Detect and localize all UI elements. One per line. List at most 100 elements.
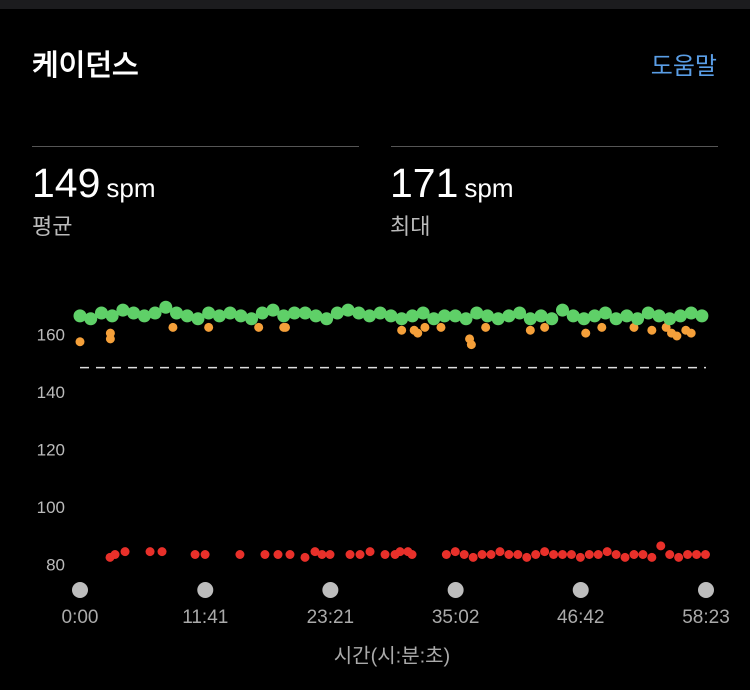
x-tick-label: 11:41 [182, 607, 228, 628]
data-point [620, 309, 634, 323]
data-point [373, 306, 387, 320]
data-point [588, 309, 602, 323]
data-point [695, 309, 709, 323]
data-point [611, 550, 621, 559]
data-point [341, 303, 355, 317]
data-point [522, 552, 532, 562]
help-link[interactable]: 도움말 [650, 53, 717, 80]
data-point [638, 550, 648, 559]
data-point [672, 331, 682, 341]
data-point [73, 309, 87, 323]
data-point [598, 306, 612, 320]
data-point [502, 309, 516, 323]
title: 케이던스 [32, 50, 139, 82]
data-point [300, 552, 310, 562]
data-point [235, 550, 245, 559]
data-point [255, 306, 269, 320]
data-point [584, 550, 594, 559]
data-point [204, 322, 214, 332]
data-point [647, 325, 657, 335]
data-point [148, 306, 162, 320]
data-point [191, 312, 205, 326]
data-point [116, 303, 130, 317]
data-point [470, 306, 484, 320]
data-point [480, 309, 494, 323]
data-point [200, 550, 210, 559]
data-point [168, 322, 178, 332]
data-point [94, 306, 108, 320]
data-point [84, 312, 98, 326]
data-point [665, 550, 675, 559]
data-point [620, 552, 630, 562]
data-point [281, 322, 291, 332]
data-point [407, 550, 417, 559]
data-point [531, 550, 541, 559]
data-point [427, 312, 441, 326]
data-point [436, 322, 446, 332]
data-point [234, 309, 248, 323]
stat-unit: spm [464, 173, 514, 203]
data-point [491, 312, 505, 326]
data-point [413, 328, 423, 338]
top-bar [0, 0, 750, 9]
y-tick-label: 120 [37, 440, 65, 459]
data-point [287, 306, 301, 320]
data-point [656, 541, 666, 551]
data-point [450, 547, 460, 557]
data-point [212, 309, 226, 323]
y-tick-label: 140 [37, 383, 65, 402]
x-tick-dot [322, 582, 339, 598]
data-point [459, 550, 469, 559]
data-point [395, 547, 405, 557]
data-point [363, 309, 377, 323]
data-point [202, 306, 216, 320]
data-point [245, 312, 259, 326]
data-point [652, 309, 666, 323]
data-point [661, 322, 671, 332]
data-point [345, 550, 355, 559]
data-point [405, 309, 419, 323]
data-point [120, 547, 130, 557]
x-tick-label: 35:02 [432, 607, 480, 628]
data-point [495, 547, 505, 557]
data-point [504, 550, 514, 559]
y-tick-label: 100 [37, 498, 65, 517]
data-point [481, 322, 491, 332]
data-point [127, 306, 141, 320]
data-point [558, 550, 568, 559]
stat-value: 171 [390, 160, 459, 206]
data-point [438, 309, 452, 323]
x-tick-label: 0:00 [62, 607, 99, 628]
data-point [384, 309, 398, 323]
data-point [513, 550, 523, 559]
data-point [686, 328, 696, 338]
data-point [597, 322, 607, 332]
data-point [325, 550, 335, 559]
data-point [575, 552, 585, 562]
data-point [556, 303, 570, 317]
data-point [75, 337, 85, 347]
data-point [523, 312, 537, 326]
data-point [673, 309, 687, 323]
stat-max: 171 spm [390, 160, 514, 207]
data-point [273, 550, 283, 559]
data-point [566, 309, 580, 323]
data-point [609, 312, 623, 326]
data-point [159, 300, 173, 314]
data-point [380, 550, 390, 559]
data-point [223, 306, 237, 320]
data-point [486, 550, 496, 559]
data-point [310, 547, 320, 557]
x-tick-dot [447, 582, 464, 598]
data-point [355, 550, 365, 559]
data-point [180, 309, 194, 323]
divider [391, 146, 718, 147]
data-point [581, 328, 591, 338]
data-point [629, 550, 639, 559]
data-point [137, 309, 151, 323]
data-point [157, 547, 167, 557]
data-point [105, 334, 115, 344]
data-point [692, 550, 702, 559]
x-tick-label: 23:21 [307, 607, 355, 628]
